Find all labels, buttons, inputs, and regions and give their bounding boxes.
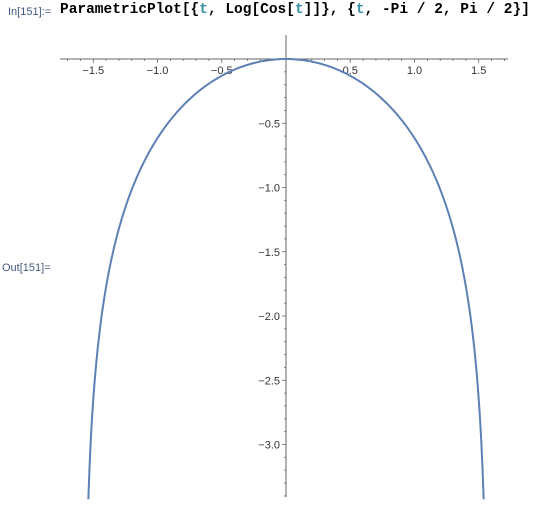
y-tick-label: −3.0	[258, 440, 280, 452]
code-variable: t	[199, 2, 208, 18]
input-code[interactable]: ParametricPlot[{t, Log[Cos[t]]}, {t, -Pi…	[60, 2, 530, 18]
y-tick-label: −1.5	[258, 247, 280, 259]
plot-ticks: −1.5 −1.0 −0.5 0.5 1.0 1.5−0.5−1.0−1.5−2.0−2.…	[67, 59, 505, 497]
y-tick-label: −1.0	[258, 183, 280, 195]
code-part: ParametricPlot[{	[60, 2, 200, 18]
plot-axes	[60, 35, 508, 497]
x-tick-label: −1.5	[82, 65, 104, 77]
plot-curve-group	[87, 57, 485, 500]
input-cell-label: In[151]:=	[8, 6, 52, 18]
code-part: , -Pi / 2, Pi / 2}]	[364, 2, 530, 18]
x-tick-label: 1.0	[407, 65, 422, 77]
code-variable: t	[294, 2, 304, 18]
x-tick-label: −1.0	[147, 65, 169, 77]
code-part: , Log[Cos[	[207, 2, 295, 18]
y-tick-label: −0.5	[258, 118, 280, 130]
y-tick-label: −2.5	[258, 375, 280, 387]
output-cell-label: Out[151]=	[2, 262, 51, 274]
code-variable: t	[355, 2, 365, 18]
code-part: ]]}, {	[303, 2, 356, 18]
x-tick-label: 1.5	[471, 65, 486, 77]
y-tick-label: −2.0	[258, 311, 280, 323]
series-line	[87, 57, 485, 500]
